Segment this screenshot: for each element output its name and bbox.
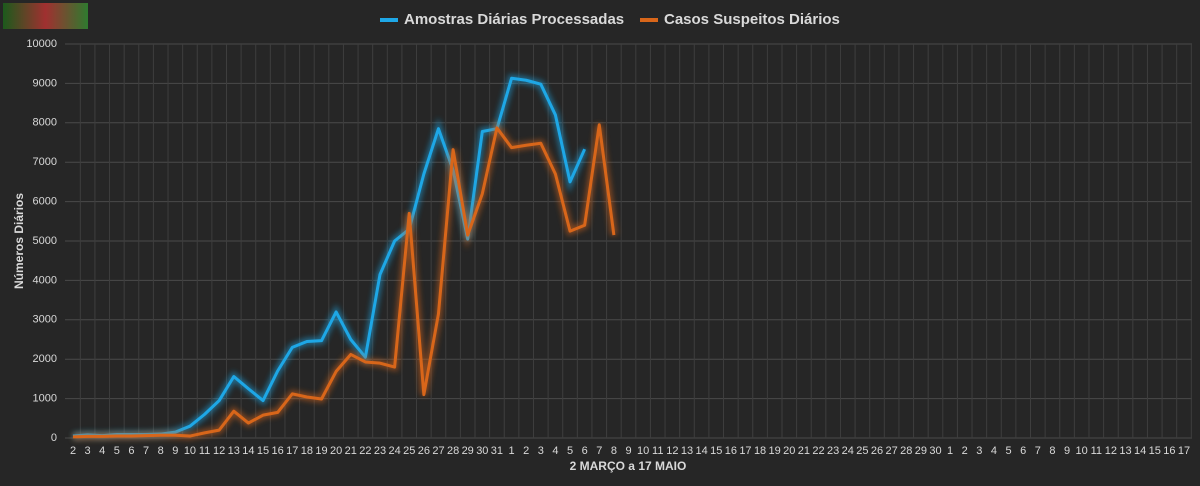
- x-tick-label: 23: [374, 445, 386, 457]
- x-tick-label: 26: [871, 445, 883, 457]
- x-tick-label: 14: [695, 445, 707, 457]
- x-tick-label: 12: [213, 445, 225, 457]
- x-tick-label: 25: [403, 445, 415, 457]
- x-tick-label: 10: [184, 445, 196, 457]
- x-tick-label: 5: [114, 445, 120, 457]
- x-tick-label: 2: [962, 445, 968, 457]
- x-tick-label: 30: [929, 445, 941, 457]
- x-tick-label: 22: [812, 445, 824, 457]
- x-tick-label: 13: [1119, 445, 1131, 457]
- x-tick-label: 15: [257, 445, 269, 457]
- x-tick-label: 17: [286, 445, 298, 457]
- x-tick-label: 16: [1163, 445, 1175, 457]
- x-tick-label: 29: [915, 445, 927, 457]
- x-tick-label: 27: [432, 445, 444, 457]
- x-tick-label: 21: [345, 445, 357, 457]
- x-tick-label: 17: [739, 445, 751, 457]
- x-tick-label: 28: [447, 445, 459, 457]
- x-tick-label: 4: [552, 445, 558, 457]
- x-tick-label: 19: [769, 445, 781, 457]
- x-tick-label: 9: [172, 445, 178, 457]
- logo: [3, 3, 88, 29]
- x-tick-label: 28: [900, 445, 912, 457]
- x-tick-label: 16: [725, 445, 737, 457]
- y-tick-label: 5000: [33, 235, 57, 247]
- x-tick-label: 11: [1091, 445, 1102, 457]
- y-tick-label: 2000: [33, 353, 57, 365]
- x-tick-label: 8: [158, 445, 164, 457]
- x-tick-label: 15: [1149, 445, 1161, 457]
- x-tick-label: 11: [652, 445, 663, 457]
- x-tick-label: 7: [143, 445, 149, 457]
- x-tick-label: 24: [388, 445, 400, 457]
- x-tick-label: 2: [523, 445, 529, 457]
- x-axis-title: 2 MARÇO a 17 MAIO: [570, 459, 687, 473]
- x-tick-label: 10: [637, 445, 649, 457]
- x-tick-label: 19: [315, 445, 327, 457]
- x-tick-label: 2: [70, 445, 76, 457]
- x-tick-label: 9: [1064, 445, 1070, 457]
- x-tick-label: 1: [508, 445, 514, 457]
- x-tick-label: 25: [856, 445, 868, 457]
- y-tick-label: 6000: [33, 196, 57, 208]
- x-tick-label: 12: [666, 445, 678, 457]
- x-tick-label: 13: [228, 445, 240, 457]
- x-tick-label: 6: [128, 445, 134, 457]
- x-tick-label: 3: [85, 445, 91, 457]
- x-tick-label: 31: [491, 445, 503, 457]
- x-tick-label: 8: [1049, 445, 1055, 457]
- legend-label: Casos Suspeitos Diários: [664, 11, 840, 28]
- x-tick-label: 11: [199, 445, 210, 457]
- x-tick-label: 13: [681, 445, 693, 457]
- x-tick-label: 4: [99, 445, 105, 457]
- x-tick-label: 14: [1134, 445, 1146, 457]
- x-tick-label: 10: [1076, 445, 1088, 457]
- x-tick-label: 15: [710, 445, 722, 457]
- x-tick-label: 26: [418, 445, 430, 457]
- x-tick-label: 12: [1105, 445, 1117, 457]
- x-tick-label: 27: [886, 445, 898, 457]
- x-tick-label: 6: [1020, 445, 1026, 457]
- x-tick-label: 18: [754, 445, 766, 457]
- x-tick-label: 16: [272, 445, 284, 457]
- x-tick-label: 20: [783, 445, 795, 457]
- y-tick-label: 8000: [33, 117, 57, 129]
- x-tick-label: 22: [359, 445, 371, 457]
- x-tick-label: 20: [330, 445, 342, 457]
- y-tick-label: 7000: [33, 156, 57, 168]
- x-tick-label: 23: [827, 445, 839, 457]
- y-tick-label: 0: [51, 432, 57, 444]
- x-tick-label: 30: [476, 445, 488, 457]
- x-tick-label: 14: [242, 445, 254, 457]
- series-line: [72, 123, 616, 439]
- x-tick-label: 24: [842, 445, 854, 457]
- y-tick-label: 10000: [26, 38, 57, 50]
- y-tick-label: 9000: [33, 77, 57, 89]
- y-axis-title: Números Diários: [12, 193, 26, 289]
- x-tick-label: 5: [1006, 445, 1012, 457]
- x-tick-label: 7: [596, 445, 602, 457]
- x-tick-label: 9: [625, 445, 631, 457]
- x-tick-label: 18: [301, 445, 313, 457]
- x-tick-label: 1: [947, 445, 953, 457]
- legend-label: Amostras Diárias Processadas: [404, 11, 624, 28]
- x-tick-label: 21: [798, 445, 810, 457]
- x-tick-label: 17: [1178, 445, 1190, 457]
- x-tick-label: 5: [567, 445, 573, 457]
- x-tick-label: 3: [538, 445, 544, 457]
- y-tick-label: 3000: [33, 314, 57, 326]
- y-tick-label: 4000: [33, 274, 57, 286]
- x-tick-label: 8: [611, 445, 617, 457]
- y-tick-label: 1000: [33, 393, 57, 405]
- x-tick-label: 4: [991, 445, 997, 457]
- x-tick-label: 6: [582, 445, 588, 457]
- x-tick-label: 3: [976, 445, 982, 457]
- x-tick-label: 29: [462, 445, 474, 457]
- x-tick-label: 7: [1035, 445, 1041, 457]
